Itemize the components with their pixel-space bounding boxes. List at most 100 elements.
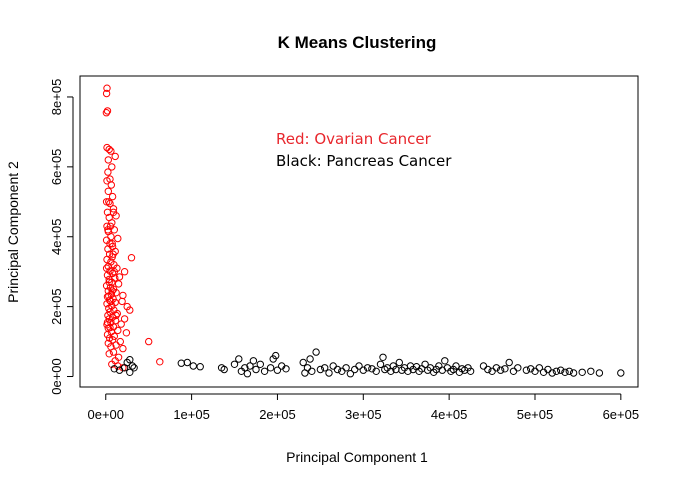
point-ovarian xyxy=(122,329,131,337)
point-ovarian xyxy=(104,262,113,271)
point-pancreas xyxy=(351,365,359,374)
x-tick-label: 4e+05 xyxy=(431,407,468,422)
point-pancreas xyxy=(126,368,134,376)
point-ovarian xyxy=(103,222,111,231)
point-ovarian xyxy=(102,89,111,98)
point-ovarian xyxy=(102,109,111,117)
x-axis: 0e+00 1e+05 2e+05 3e+05 4e+05 5e+05 6e+05 xyxy=(87,393,639,422)
point-pancreas xyxy=(252,365,260,374)
point-pancreas xyxy=(492,364,501,372)
point-pancreas xyxy=(368,365,376,373)
point-pancreas xyxy=(316,365,325,374)
y-axis: 0e+00 2e+05 4e+05 6e+05 8e+05 xyxy=(49,79,74,395)
point-ovarian xyxy=(103,107,112,115)
point-pancreas xyxy=(325,369,333,377)
point-ovarian xyxy=(110,268,119,276)
x-tick-label: 2e+05 xyxy=(259,407,296,422)
point-pancreas xyxy=(496,366,505,374)
point-pancreas xyxy=(333,365,342,374)
point-pancreas xyxy=(552,367,561,375)
point-ovarian xyxy=(119,344,127,353)
point-pancreas xyxy=(241,364,249,372)
point-ovarian xyxy=(108,219,116,227)
point-pancreas xyxy=(578,368,586,376)
point-ovarian xyxy=(126,306,134,314)
point-pancreas xyxy=(372,367,380,375)
point-pancreas xyxy=(329,362,337,370)
point-ovarian xyxy=(106,323,114,332)
point-ovarian xyxy=(111,152,119,161)
point-ovarian xyxy=(127,254,136,262)
point-ovarian xyxy=(103,300,111,308)
point-ovarian xyxy=(103,84,111,92)
point-ovarian xyxy=(112,311,120,320)
point-pancreas xyxy=(617,369,625,377)
y-tick-label: 8e+05 xyxy=(49,79,64,116)
point-pancreas xyxy=(565,367,573,375)
point-pancreas xyxy=(110,365,119,373)
point-ovarian xyxy=(104,311,112,320)
point-ovarian xyxy=(114,280,123,288)
point-ovarian xyxy=(105,292,113,300)
point-pancreas xyxy=(246,362,254,370)
point-pancreas xyxy=(321,364,329,372)
point-ovarian xyxy=(112,289,120,297)
point-pancreas xyxy=(557,366,565,374)
point-pancreas xyxy=(272,351,280,360)
point-pancreas xyxy=(230,360,239,368)
point-pancreas xyxy=(282,365,290,373)
point-pancreas xyxy=(342,364,350,372)
point-ovarian xyxy=(110,226,119,234)
point-ovarian xyxy=(105,304,113,313)
point-pancreas xyxy=(561,368,569,376)
point-ovarian xyxy=(105,198,113,206)
point-pancreas xyxy=(266,364,275,372)
point-ovarian xyxy=(109,348,118,356)
point-ovarian xyxy=(118,297,126,306)
point-ovarian xyxy=(107,233,115,241)
point-ovarian xyxy=(117,320,125,328)
point-ovarian xyxy=(107,147,115,155)
point-ovarian xyxy=(116,337,125,346)
point-ovarian xyxy=(105,350,113,358)
point-ovarian xyxy=(120,268,129,276)
y-tick-label: 2e+05 xyxy=(49,288,64,325)
point-pancreas xyxy=(243,370,252,378)
point-pancreas xyxy=(452,362,460,370)
point-ovarian xyxy=(108,287,116,295)
point-ovarian xyxy=(114,326,122,335)
point-pancreas xyxy=(183,358,192,367)
point-pancreas xyxy=(177,359,186,367)
point-pancreas xyxy=(306,355,314,363)
point-pancreas xyxy=(548,369,556,377)
data-points xyxy=(102,84,625,378)
x-tick-label: 0e+00 xyxy=(87,407,124,422)
point-pancreas xyxy=(509,367,518,375)
point-pancreas xyxy=(535,364,543,372)
point-pancreas xyxy=(260,367,269,375)
point-pancreas xyxy=(376,360,385,368)
y-axis-label: Principal Component 2 xyxy=(5,161,21,303)
y-tick-label: 4e+05 xyxy=(49,218,64,255)
plot-frame xyxy=(79,75,639,388)
point-ovarian xyxy=(145,337,153,346)
point-ovarian xyxy=(120,315,129,323)
point-ovarian xyxy=(103,255,111,264)
y-tick-label: 6e+05 xyxy=(49,149,64,186)
point-ovarian xyxy=(108,240,116,248)
point-pancreas xyxy=(308,367,316,375)
point-pancreas xyxy=(505,358,513,367)
point-pancreas xyxy=(395,358,403,367)
point-pancreas xyxy=(249,357,258,365)
x-tick-label: 5e+05 xyxy=(517,407,554,422)
chart-title: K Means Clustering xyxy=(278,33,437,52)
point-pancreas xyxy=(379,353,387,361)
point-ovarian xyxy=(104,168,112,176)
point-ovarian xyxy=(105,278,113,286)
x-tick-label: 1e+05 xyxy=(173,407,210,422)
point-ovarian xyxy=(109,205,118,213)
point-ovarian xyxy=(102,198,111,206)
point-ovarian xyxy=(108,278,116,286)
point-ovarian xyxy=(106,199,114,208)
